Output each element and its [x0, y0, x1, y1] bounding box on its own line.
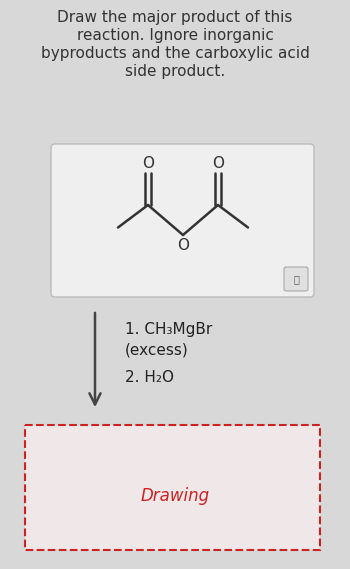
- Text: (excess): (excess): [125, 342, 189, 357]
- Text: 2. H₂O: 2. H₂O: [125, 370, 174, 385]
- Text: reaction. Ignore inorganic: reaction. Ignore inorganic: [77, 28, 273, 43]
- Text: side product.: side product.: [125, 64, 225, 79]
- Text: Drawing: Drawing: [140, 486, 210, 505]
- FancyBboxPatch shape: [284, 267, 308, 291]
- Text: Draw the major product of this: Draw the major product of this: [57, 10, 293, 25]
- Text: O: O: [177, 237, 189, 253]
- Text: O: O: [142, 155, 154, 171]
- Text: 🔍: 🔍: [293, 274, 299, 284]
- Text: 1. CH₃MgBr: 1. CH₃MgBr: [125, 322, 212, 337]
- Text: byproducts and the carboxylic acid: byproducts and the carboxylic acid: [41, 46, 309, 61]
- FancyBboxPatch shape: [51, 144, 314, 297]
- Bar: [25, 425, 320, 550]
- Text: O: O: [212, 155, 224, 171]
